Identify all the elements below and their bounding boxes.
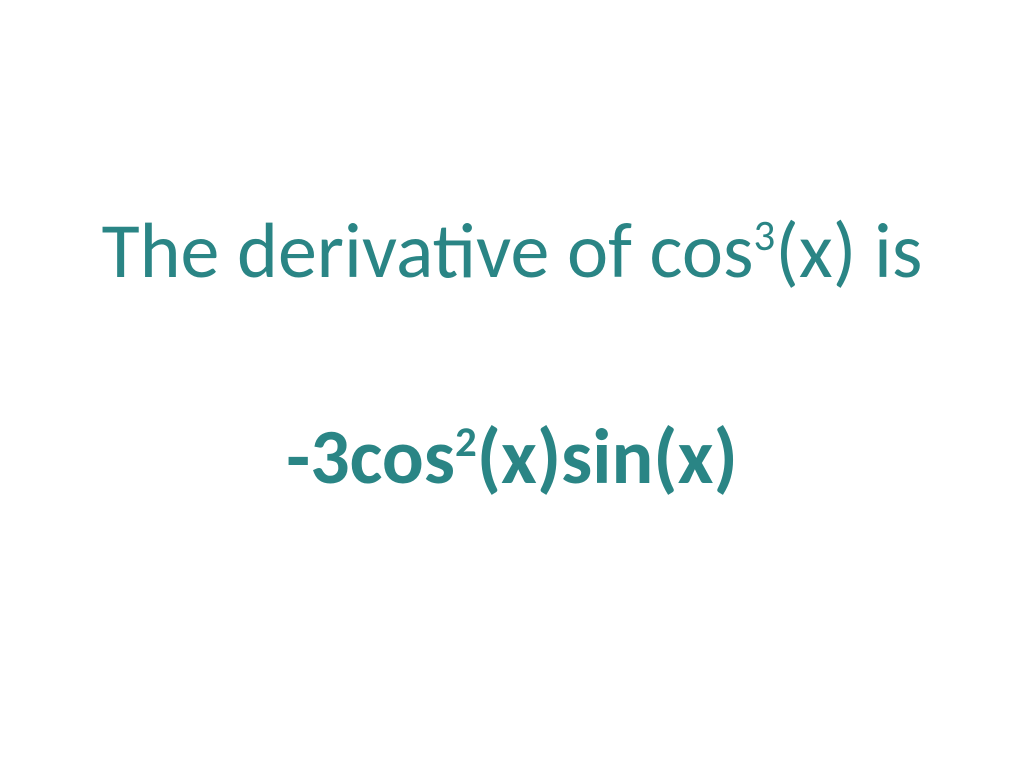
answer-line: -3cos2(x)sin(x) [286,414,738,500]
slide: The derivative of cos3(x) is -3cos2(x)si… [0,0,1024,767]
line1-suffix: (x) is [775,203,922,298]
line2-superscript: 2 [455,415,477,468]
line2-suffix: (x)sin(x) [477,409,738,504]
line2-prefix: -3cos [286,409,455,504]
line1-prefix: The derivative of cos [102,203,754,298]
line1-superscript: 3 [754,209,776,262]
statement-line: The derivative of cos3(x) is [102,208,923,294]
